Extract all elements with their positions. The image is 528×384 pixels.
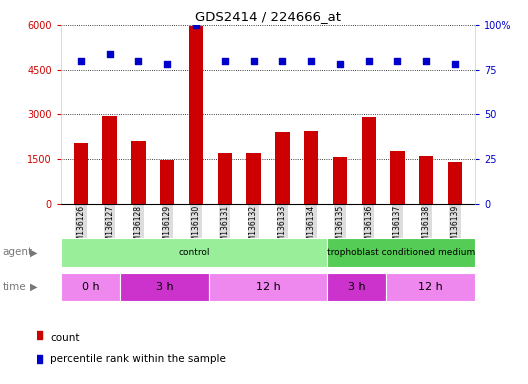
Text: 12 h: 12 h bbox=[256, 282, 280, 292]
Text: 0 h: 0 h bbox=[81, 282, 99, 292]
Bar bbox=[102, 116, 117, 204]
Text: percentile rank within the sample: percentile rank within the sample bbox=[50, 354, 226, 364]
Bar bbox=[304, 131, 318, 204]
Bar bbox=[209, 273, 327, 301]
Text: trophoblast conditioned medium: trophoblast conditioned medium bbox=[327, 248, 475, 257]
Bar bbox=[327, 273, 386, 301]
Point bbox=[106, 50, 114, 56]
Bar bbox=[61, 238, 327, 267]
Text: GDS2414 / 224666_at: GDS2414 / 224666_at bbox=[195, 10, 341, 23]
Point bbox=[364, 58, 373, 64]
Point bbox=[393, 58, 402, 64]
Point bbox=[451, 61, 459, 67]
Point bbox=[34, 356, 42, 362]
Bar bbox=[189, 26, 203, 204]
Point bbox=[163, 61, 172, 67]
Bar bbox=[160, 161, 174, 204]
Bar bbox=[218, 153, 232, 204]
Point bbox=[249, 58, 258, 64]
Bar bbox=[362, 117, 376, 204]
Bar bbox=[131, 141, 146, 204]
Bar bbox=[386, 273, 475, 301]
Text: 12 h: 12 h bbox=[418, 282, 443, 292]
Bar bbox=[419, 156, 433, 204]
Point bbox=[34, 332, 42, 338]
Text: control: control bbox=[178, 248, 210, 257]
Point bbox=[192, 22, 200, 28]
Point bbox=[422, 58, 430, 64]
Text: ▶: ▶ bbox=[30, 282, 37, 292]
Point bbox=[307, 58, 315, 64]
Point bbox=[134, 58, 143, 64]
Bar bbox=[448, 162, 462, 204]
Bar bbox=[74, 142, 88, 204]
Point bbox=[77, 58, 85, 64]
Text: time: time bbox=[3, 282, 26, 292]
Point bbox=[278, 58, 287, 64]
Bar bbox=[275, 132, 289, 204]
Bar bbox=[327, 238, 475, 267]
Text: 3 h: 3 h bbox=[156, 282, 173, 292]
Text: count: count bbox=[50, 333, 80, 343]
Bar bbox=[120, 273, 209, 301]
Point bbox=[336, 61, 344, 67]
Bar bbox=[247, 153, 261, 204]
Bar bbox=[333, 157, 347, 204]
Bar bbox=[61, 273, 120, 301]
Text: ▶: ▶ bbox=[30, 247, 37, 258]
Bar bbox=[390, 151, 404, 204]
Text: agent: agent bbox=[3, 247, 33, 258]
Point bbox=[221, 58, 229, 64]
Text: 3 h: 3 h bbox=[348, 282, 365, 292]
